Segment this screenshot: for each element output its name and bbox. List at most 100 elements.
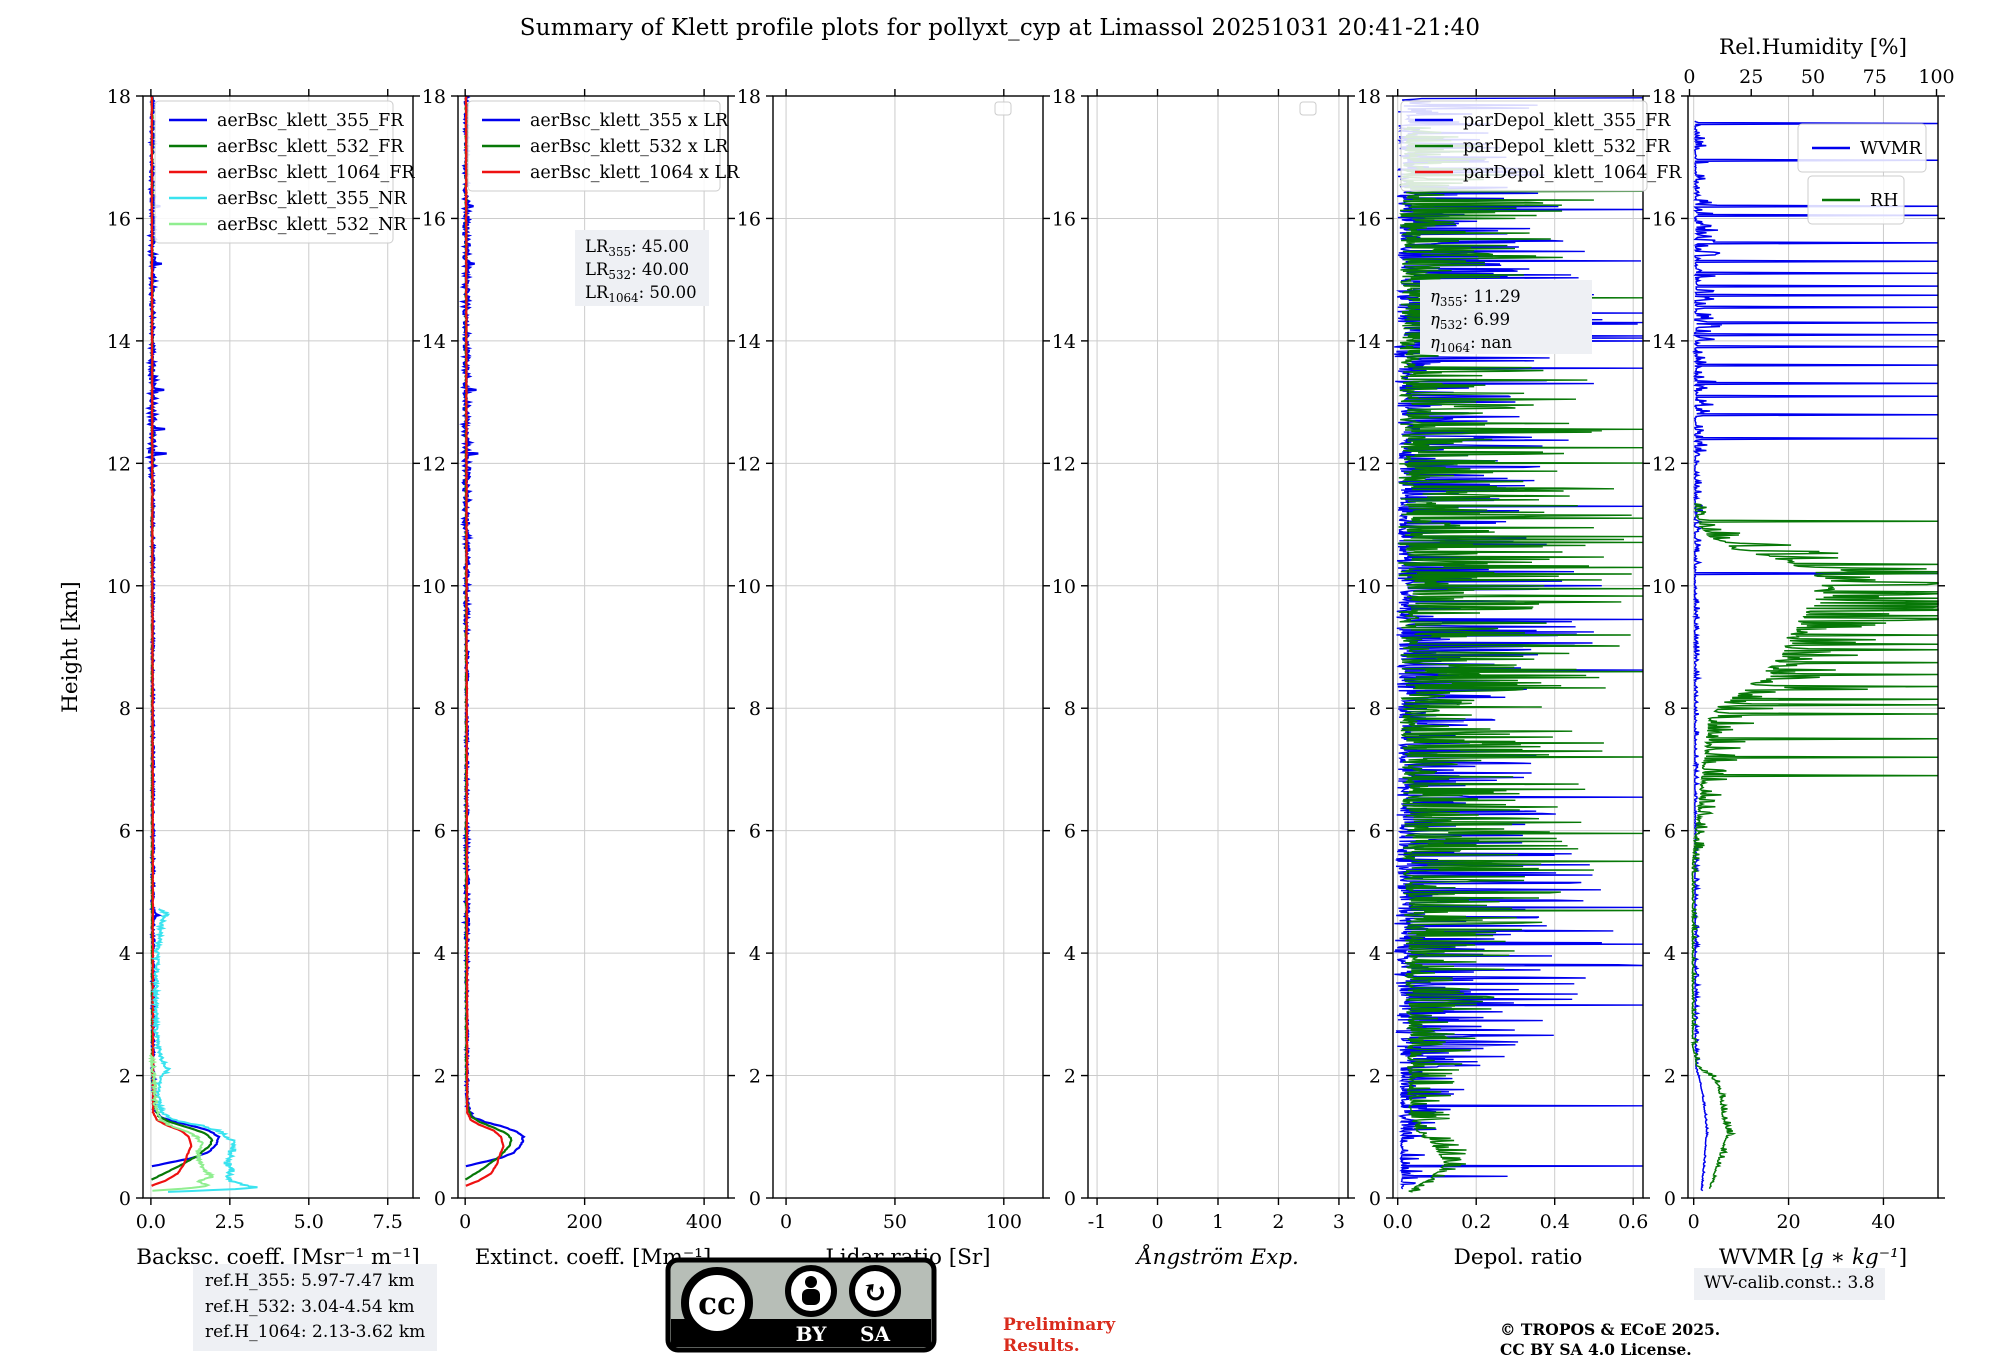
y-tick-label: 12 bbox=[1652, 453, 1676, 475]
x-tick-label: 50 bbox=[883, 1211, 907, 1233]
x-tick-label: 0 bbox=[459, 1211, 471, 1233]
x-tick-label: 0 bbox=[1688, 1211, 1700, 1233]
x-tick-label: 3 bbox=[1333, 1211, 1345, 1233]
annotation-box bbox=[1420, 280, 1592, 354]
y-tick-label: 14 bbox=[737, 331, 761, 353]
cc-logo-text: cc bbox=[698, 1286, 736, 1322]
y-tick-label: 16 bbox=[1652, 208, 1676, 230]
top-tick-label: 25 bbox=[1739, 66, 1763, 88]
legend-label: parDepol_klett_1064_FR bbox=[1463, 163, 1682, 183]
x-tick-label: 20 bbox=[1776, 1211, 1800, 1233]
axes-frame bbox=[772, 95, 1044, 1199]
cc-sa-arrow-icon bbox=[849, 1265, 901, 1317]
legend-box bbox=[154, 100, 394, 244]
y-tick-label: 8 bbox=[434, 698, 446, 720]
series-aerBsc_klett_355_NR bbox=[150, 908, 258, 1193]
empty-legend-box bbox=[994, 101, 1012, 116]
x-tick-label: 0.6 bbox=[1618, 1211, 1648, 1233]
x-tick-label: 0 bbox=[780, 1211, 792, 1233]
annotation-line: η532: 6.99 bbox=[1430, 310, 1510, 332]
y-tick-label: 4 bbox=[749, 943, 761, 965]
ref-height-1064: ref.H_1064: 2.13-3.62 km bbox=[205, 1322, 426, 1342]
top-axis-label: Rel.Humidity [%] bbox=[1719, 35, 1907, 60]
svg-text:↻: ↻ bbox=[862, 1275, 887, 1310]
legend-label: aerBsc_klett_355_FR bbox=[217, 111, 404, 131]
legend-label: RH bbox=[1870, 191, 1898, 211]
panel-depol: 0.0 0.2 0.4 0.6 0 2 4 6 8 10 12 14 16 18 Depol. ratio p… bbox=[1357, 86, 1682, 1270]
y-tick-label: 0 bbox=[1064, 1188, 1076, 1210]
y-tick-label: 4 bbox=[1064, 943, 1076, 965]
x-tick-label: 2.5 bbox=[215, 1211, 245, 1233]
y-axis-label: Height [km] bbox=[58, 581, 83, 713]
copyright-note: © TROPOS & ECoE 2025. CC BY SA 4.0 Licen… bbox=[1500, 1320, 1721, 1360]
x-tick-label: 7.5 bbox=[373, 1211, 403, 1233]
top-tick-label: 75 bbox=[1863, 66, 1887, 88]
legend-label: aerBsc_klett_532_NR bbox=[217, 215, 407, 235]
x-tick-label: -1 bbox=[1088, 1211, 1107, 1233]
axes-frame bbox=[1392, 95, 1644, 1199]
ref-height-355: ref.H_355: 5.97-7.47 km bbox=[205, 1271, 415, 1291]
x-axis-label: WVMR [g ∗ kg⁻¹] bbox=[1719, 1245, 1907, 1270]
x-tick-label: 40 bbox=[1871, 1211, 1895, 1233]
series-parDepol_klett_532_FR bbox=[1398, 126, 1644, 1193]
y-tick-label: 6 bbox=[1064, 821, 1076, 843]
y-tick-label: 2 bbox=[1064, 1066, 1076, 1088]
y-tick-label: 4 bbox=[1664, 943, 1676, 965]
wv-calibration-box: WV-calib.const.: 3.8 bbox=[1694, 1268, 1885, 1300]
axes-frame bbox=[457, 95, 729, 1199]
legend-label: parDepol_klett_355_FR bbox=[1463, 111, 1671, 131]
y-tick-label: 16 bbox=[737, 208, 761, 230]
legend-label: parDepol_klett_532_FR bbox=[1463, 137, 1671, 157]
x-tick-label: 0.0 bbox=[136, 1211, 166, 1233]
y-tick-label: 14 bbox=[107, 331, 131, 353]
legend-label: aerBsc_klett_1064_FR bbox=[217, 163, 415, 183]
x-tick-label: 1 bbox=[1212, 1211, 1224, 1233]
ref-height-532: ref.H_532: 3.04-4.54 km bbox=[205, 1296, 415, 1317]
annotation-line: LR1064: 50.00 bbox=[585, 283, 697, 305]
legend-box bbox=[467, 100, 721, 192]
series-RH bbox=[1690, 502, 1939, 1189]
annotation-box bbox=[575, 230, 709, 306]
y-tick-label: 4 bbox=[434, 943, 446, 965]
legend-label: aerBsc_klett_355_NR bbox=[217, 189, 407, 209]
panel-wvmr: 0 20 40 0 25 50 75 100 Rel.Humidity [%] 0 2 4 6 8 10 12… bbox=[1652, 35, 1955, 1270]
x-tick-label: 0 bbox=[1151, 1211, 1163, 1233]
y-tick-label: 2 bbox=[749, 1066, 761, 1088]
figure-title: Summary of Klett profile plots for polly… bbox=[519, 15, 1481, 41]
legend-label: aerBsc_klett_532 x LR bbox=[530, 137, 729, 157]
y-tick-label: 12 bbox=[422, 453, 446, 475]
y-tick-label: 0 bbox=[1369, 1188, 1381, 1210]
y-tick-label: 6 bbox=[749, 821, 761, 843]
legend-box bbox=[1797, 123, 1927, 173]
y-tick-label: 18 bbox=[1052, 86, 1076, 108]
annotation-line: LR532: 40.00 bbox=[585, 260, 689, 282]
x-tick-label: 5.0 bbox=[294, 1211, 324, 1233]
series-aerBsc_klett_1064_x_LR bbox=[464, 95, 505, 1187]
y-tick-label: 18 bbox=[422, 86, 446, 108]
x-tick-label: 0.2 bbox=[1461, 1211, 1491, 1233]
y-tick-label: 18 bbox=[1357, 86, 1381, 108]
reference-height-box: ref.H_355: 5.97-7.47 km ref.H_532: 3.04-… bbox=[193, 1264, 438, 1351]
y-tick-label: 6 bbox=[434, 821, 446, 843]
x-tick-label: 0.0 bbox=[1383, 1211, 1413, 1233]
legend-label: aerBsc_klett_532_FR bbox=[217, 137, 404, 157]
series-aerBsc_klett_355_x_LR bbox=[458, 95, 526, 1168]
top-tick-label: 50 bbox=[1801, 66, 1825, 88]
y-tick-label: 14 bbox=[422, 331, 446, 353]
y-tick-label: 4 bbox=[1369, 943, 1381, 965]
legend-label: aerBsc_klett_1064 x LR bbox=[530, 163, 740, 183]
x-axis-label: Depol. ratio bbox=[1454, 1245, 1583, 1270]
y-tick-label: 16 bbox=[422, 208, 446, 230]
y-tick-label: 18 bbox=[107, 86, 131, 108]
y-tick-label: 2 bbox=[1369, 1066, 1381, 1088]
top-tick-label: 100 bbox=[1918, 66, 1954, 88]
y-tick-label: 8 bbox=[1664, 698, 1676, 720]
y-tick-label: 10 bbox=[422, 576, 446, 598]
y-tick-label: 18 bbox=[737, 86, 761, 108]
cc-by-sa-badge: cc ↻ BY SA bbox=[665, 1257, 937, 1357]
